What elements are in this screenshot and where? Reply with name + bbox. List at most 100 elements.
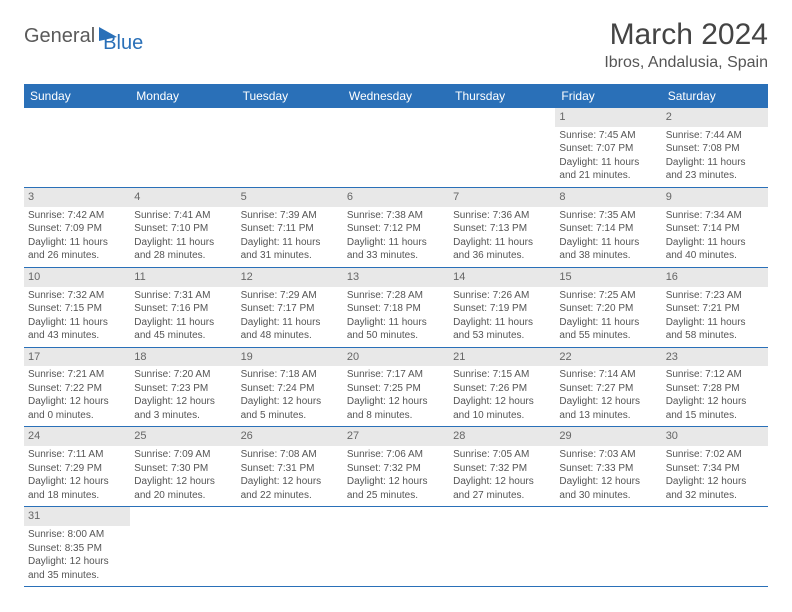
day-number: 10 <box>24 268 130 287</box>
daylight-text: Daylight: 11 hours and 36 minutes. <box>453 236 551 263</box>
sunrise-text: Sunrise: 7:08 AM <box>241 448 339 462</box>
day-number: 5 <box>237 188 343 207</box>
day-content: Sunrise: 8:00 AMSunset: 8:35 PMDaylight:… <box>24 526 130 586</box>
sunset-text: Sunset: 7:11 PM <box>241 222 339 236</box>
day-content: Sunrise: 7:28 AMSunset: 7:18 PMDaylight:… <box>343 287 449 347</box>
sunrise-text: Sunrise: 7:28 AM <box>347 289 445 303</box>
daylight-text: Daylight: 11 hours and 40 minutes. <box>666 236 764 263</box>
daylight-text: Daylight: 12 hours and 32 minutes. <box>666 475 764 502</box>
day-content: Sunrise: 7:45 AMSunset: 7:07 PMDaylight:… <box>555 127 661 187</box>
sunset-text: Sunset: 7:22 PM <box>28 382 126 396</box>
sunset-text: Sunset: 7:13 PM <box>453 222 551 236</box>
sunrise-text: Sunrise: 7:17 AM <box>347 368 445 382</box>
sunset-text: Sunset: 7:09 PM <box>28 222 126 236</box>
day-number: 28 <box>449 427 555 446</box>
calendar-body: 1Sunrise: 7:45 AMSunset: 7:07 PMDaylight… <box>24 108 768 587</box>
sunrise-text: Sunrise: 7:23 AM <box>666 289 764 303</box>
location-text: Ibros, Andalusia, Spain <box>604 54 768 72</box>
daylight-text: Daylight: 11 hours and 21 minutes. <box>559 156 657 183</box>
sunset-text: Sunset: 7:18 PM <box>347 302 445 316</box>
sunrise-text: Sunrise: 7:09 AM <box>134 448 232 462</box>
daylight-text: Daylight: 11 hours and 26 minutes. <box>28 236 126 263</box>
calendar-week-row: 10Sunrise: 7:32 AMSunset: 7:15 PMDayligh… <box>24 267 768 347</box>
sunset-text: Sunset: 7:32 PM <box>453 462 551 476</box>
sunset-text: Sunset: 7:31 PM <box>241 462 339 476</box>
sunset-text: Sunset: 7:15 PM <box>28 302 126 316</box>
day-content: Sunrise: 7:34 AMSunset: 7:14 PMDaylight:… <box>662 207 768 267</box>
calendar-week-row: 24Sunrise: 7:11 AMSunset: 7:29 PMDayligh… <box>24 427 768 507</box>
daylight-text: Daylight: 12 hours and 22 minutes. <box>241 475 339 502</box>
weekday-header: Friday <box>555 84 661 108</box>
day-number: 6 <box>343 188 449 207</box>
day-content: Sunrise: 7:03 AMSunset: 7:33 PMDaylight:… <box>555 446 661 506</box>
day-content: Sunrise: 7:21 AMSunset: 7:22 PMDaylight:… <box>24 366 130 426</box>
day-content: Sunrise: 7:18 AMSunset: 7:24 PMDaylight:… <box>237 366 343 426</box>
calendar-day-cell: 6Sunrise: 7:38 AMSunset: 7:12 PMDaylight… <box>343 187 449 267</box>
daylight-text: Daylight: 11 hours and 45 minutes. <box>134 316 232 343</box>
day-content: Sunrise: 7:39 AMSunset: 7:11 PMDaylight:… <box>237 207 343 267</box>
day-content: Sunrise: 7:23 AMSunset: 7:21 PMDaylight:… <box>662 287 768 347</box>
daylight-text: Daylight: 12 hours and 3 minutes. <box>134 395 232 422</box>
day-number: 8 <box>555 188 661 207</box>
sunrise-text: Sunrise: 7:21 AM <box>28 368 126 382</box>
calendar-day-cell: 19Sunrise: 7:18 AMSunset: 7:24 PMDayligh… <box>237 347 343 427</box>
calendar-day-cell: 12Sunrise: 7:29 AMSunset: 7:17 PMDayligh… <box>237 267 343 347</box>
calendar-day-cell: 13Sunrise: 7:28 AMSunset: 7:18 PMDayligh… <box>343 267 449 347</box>
brand-word-1: General <box>24 25 95 48</box>
calendar-week-row: 17Sunrise: 7:21 AMSunset: 7:22 PMDayligh… <box>24 347 768 427</box>
day-number: 7 <box>449 188 555 207</box>
day-number: 20 <box>343 348 449 367</box>
day-content: Sunrise: 7:05 AMSunset: 7:32 PMDaylight:… <box>449 446 555 506</box>
day-content: Sunrise: 7:15 AMSunset: 7:26 PMDaylight:… <box>449 366 555 426</box>
sunrise-text: Sunrise: 8:00 AM <box>28 528 126 542</box>
calendar-day-cell: 17Sunrise: 7:21 AMSunset: 7:22 PMDayligh… <box>24 347 130 427</box>
sunrise-text: Sunrise: 7:03 AM <box>559 448 657 462</box>
daylight-text: Daylight: 12 hours and 13 minutes. <box>559 395 657 422</box>
sunset-text: Sunset: 7:16 PM <box>134 302 232 316</box>
sunset-text: Sunset: 7:20 PM <box>559 302 657 316</box>
day-content: Sunrise: 7:25 AMSunset: 7:20 PMDaylight:… <box>555 287 661 347</box>
sunset-text: Sunset: 7:21 PM <box>666 302 764 316</box>
sunset-text: Sunset: 7:24 PM <box>241 382 339 396</box>
day-number: 4 <box>130 188 236 207</box>
sunset-text: Sunset: 7:33 PM <box>559 462 657 476</box>
sunrise-text: Sunrise: 7:12 AM <box>666 368 764 382</box>
day-number: 16 <box>662 268 768 287</box>
sunrise-text: Sunrise: 7:45 AM <box>559 129 657 143</box>
daylight-text: Daylight: 12 hours and 20 minutes. <box>134 475 232 502</box>
day-number: 1 <box>555 108 661 127</box>
daylight-text: Daylight: 11 hours and 50 minutes. <box>347 316 445 343</box>
day-content: Sunrise: 7:32 AMSunset: 7:15 PMDaylight:… <box>24 287 130 347</box>
calendar-day-cell: 2Sunrise: 7:44 AMSunset: 7:08 PMDaylight… <box>662 108 768 187</box>
calendar-day-cell: 23Sunrise: 7:12 AMSunset: 7:28 PMDayligh… <box>662 347 768 427</box>
calendar-day-cell <box>130 108 236 187</box>
calendar-day-cell: 10Sunrise: 7:32 AMSunset: 7:15 PMDayligh… <box>24 267 130 347</box>
sunset-text: Sunset: 7:12 PM <box>347 222 445 236</box>
daylight-text: Daylight: 11 hours and 53 minutes. <box>453 316 551 343</box>
daylight-text: Daylight: 11 hours and 33 minutes. <box>347 236 445 263</box>
daylight-text: Daylight: 12 hours and 25 minutes. <box>347 475 445 502</box>
calendar-day-cell <box>662 507 768 587</box>
daylight-text: Daylight: 12 hours and 18 minutes. <box>28 475 126 502</box>
sunset-text: Sunset: 7:27 PM <box>559 382 657 396</box>
day-content: Sunrise: 7:20 AMSunset: 7:23 PMDaylight:… <box>130 366 236 426</box>
calendar-week-row: 1Sunrise: 7:45 AMSunset: 7:07 PMDaylight… <box>24 108 768 187</box>
day-number: 21 <box>449 348 555 367</box>
day-number: 12 <box>237 268 343 287</box>
day-content: Sunrise: 7:17 AMSunset: 7:25 PMDaylight:… <box>343 366 449 426</box>
calendar-day-cell: 31Sunrise: 8:00 AMSunset: 8:35 PMDayligh… <box>24 507 130 587</box>
daylight-text: Daylight: 11 hours and 23 minutes. <box>666 156 764 183</box>
sunrise-text: Sunrise: 7:42 AM <box>28 209 126 223</box>
month-title: March 2024 <box>604 18 768 52</box>
header: General Blue March 2024 Ibros, Andalusia… <box>24 18 768 72</box>
calendar-day-cell: 5Sunrise: 7:39 AMSunset: 7:11 PMDaylight… <box>237 187 343 267</box>
sunrise-text: Sunrise: 7:25 AM <box>559 289 657 303</box>
daylight-text: Daylight: 12 hours and 35 minutes. <box>28 555 126 582</box>
day-content: Sunrise: 7:14 AMSunset: 7:27 PMDaylight:… <box>555 366 661 426</box>
sunrise-text: Sunrise: 7:02 AM <box>666 448 764 462</box>
sunset-text: Sunset: 7:30 PM <box>134 462 232 476</box>
day-content: Sunrise: 7:02 AMSunset: 7:34 PMDaylight:… <box>662 446 768 506</box>
sunrise-text: Sunrise: 7:39 AM <box>241 209 339 223</box>
calendar-day-cell: 18Sunrise: 7:20 AMSunset: 7:23 PMDayligh… <box>130 347 236 427</box>
weekday-header: Monday <box>130 84 236 108</box>
